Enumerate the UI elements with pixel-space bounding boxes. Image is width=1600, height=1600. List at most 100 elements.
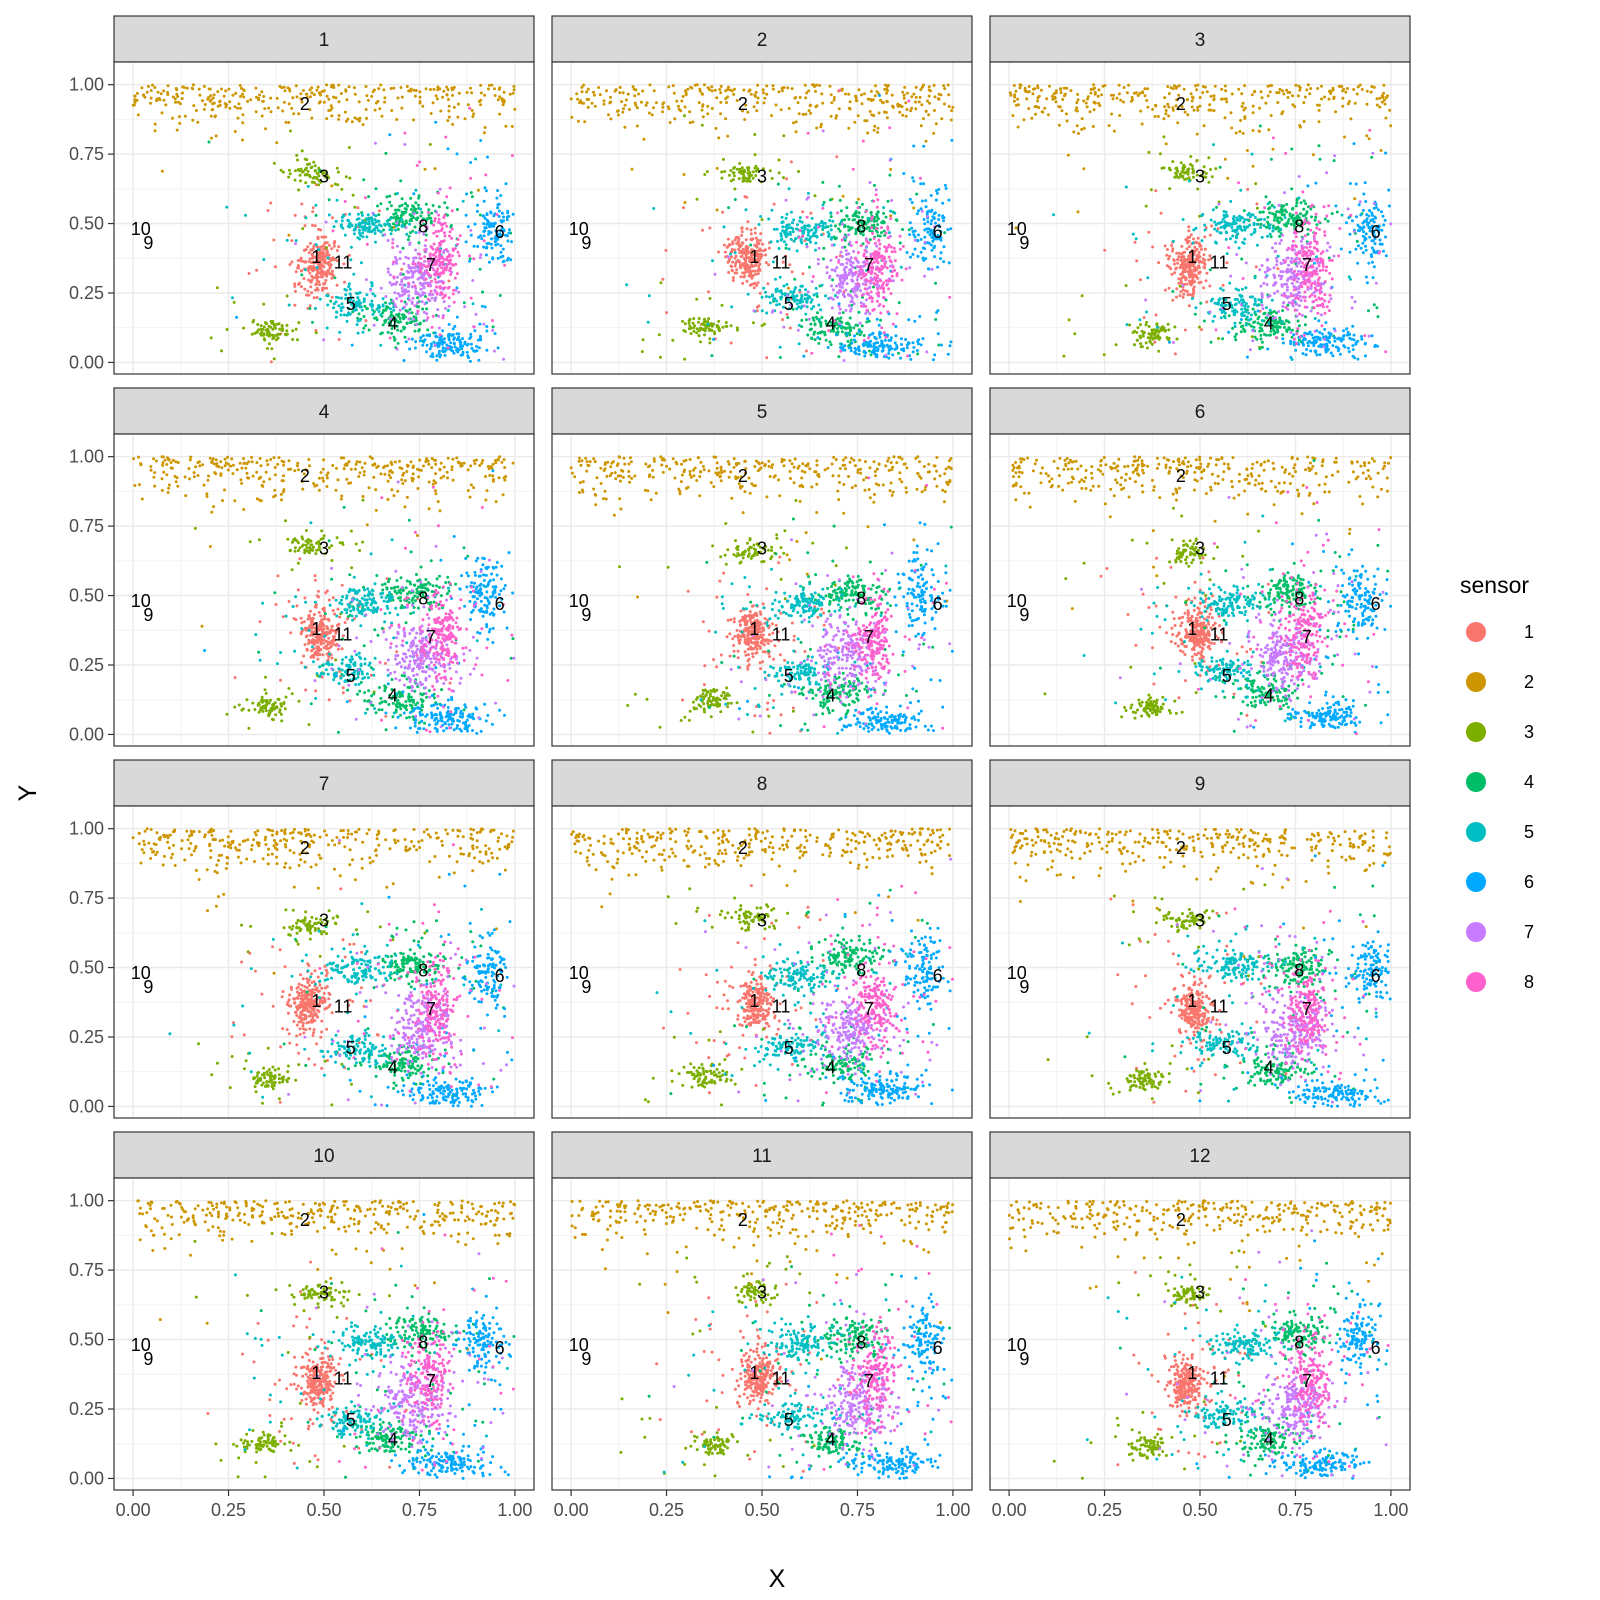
data-point xyxy=(483,131,486,134)
data-point xyxy=(772,88,775,91)
data-point xyxy=(570,116,573,119)
data-point xyxy=(767,263,770,266)
data-point xyxy=(294,242,297,245)
data-point xyxy=(1225,100,1228,103)
data-point xyxy=(426,334,429,337)
data-point xyxy=(1376,104,1379,107)
data-point xyxy=(456,272,459,275)
data-point xyxy=(472,257,475,260)
data-point xyxy=(325,117,328,120)
data-point xyxy=(855,271,858,274)
data-point xyxy=(1172,109,1175,112)
data-point xyxy=(908,342,911,345)
data-point xyxy=(857,114,860,117)
data-point xyxy=(890,260,893,263)
data-point xyxy=(318,91,321,94)
data-point xyxy=(363,315,366,318)
data-point xyxy=(414,347,417,350)
data-point xyxy=(1139,278,1142,281)
data-point xyxy=(322,254,325,257)
data-point xyxy=(947,353,950,356)
data-point xyxy=(795,130,798,133)
data-point xyxy=(1196,277,1199,280)
data-point xyxy=(418,161,421,164)
data-point xyxy=(435,211,438,214)
data-point xyxy=(399,257,402,260)
data-point xyxy=(267,107,270,110)
data-point xyxy=(869,110,872,113)
data-point xyxy=(815,287,818,290)
data-point xyxy=(433,341,436,344)
data-point xyxy=(308,251,311,254)
data-point xyxy=(874,272,877,275)
data-point xyxy=(810,307,813,310)
data-point xyxy=(835,155,838,158)
data-point xyxy=(343,281,346,284)
sensor-label: 5 xyxy=(784,294,794,314)
data-point xyxy=(847,252,850,255)
data-point xyxy=(1167,258,1170,261)
data-point xyxy=(448,286,451,289)
data-point xyxy=(318,272,321,275)
data-point xyxy=(1093,101,1096,104)
data-point xyxy=(1036,86,1039,89)
data-point xyxy=(326,304,329,307)
data-point xyxy=(1208,285,1211,288)
data-point xyxy=(1116,97,1119,100)
data-point xyxy=(446,214,449,217)
data-point xyxy=(825,225,828,228)
data-point xyxy=(333,245,336,248)
data-point xyxy=(867,336,870,339)
data-point xyxy=(744,270,747,273)
data-point xyxy=(421,308,424,311)
data-point xyxy=(1069,89,1072,92)
data-point xyxy=(472,302,475,305)
data-point xyxy=(1143,331,1146,334)
data-point xyxy=(936,266,939,269)
data-point xyxy=(924,241,927,244)
data-point xyxy=(422,334,425,337)
data-point xyxy=(345,98,348,101)
data-point xyxy=(864,249,867,252)
data-point xyxy=(1014,90,1017,93)
data-point xyxy=(1210,109,1213,112)
data-point xyxy=(728,174,731,177)
data-point xyxy=(430,220,433,223)
data-point xyxy=(887,246,890,249)
data-point xyxy=(1209,168,1212,171)
data-point xyxy=(948,296,951,299)
data-point xyxy=(703,83,706,86)
data-point xyxy=(928,89,931,92)
data-point xyxy=(357,213,360,216)
data-point xyxy=(747,293,750,296)
data-point xyxy=(711,89,714,92)
data-point xyxy=(396,276,399,279)
data-point xyxy=(328,244,331,247)
data-point xyxy=(323,101,326,104)
data-point xyxy=(215,134,218,137)
data-point xyxy=(754,95,757,98)
data-point xyxy=(337,296,340,299)
data-point xyxy=(482,246,485,249)
data-point xyxy=(470,234,473,237)
data-point xyxy=(418,253,421,256)
data-point xyxy=(809,236,812,239)
data-point xyxy=(768,247,771,250)
data-point xyxy=(241,139,244,142)
data-point xyxy=(742,276,745,279)
data-point xyxy=(234,130,237,133)
facet-strip-label: 2 xyxy=(757,30,768,51)
data-point xyxy=(344,88,347,91)
data-point xyxy=(244,214,247,217)
data-point xyxy=(1205,279,1208,282)
data-point xyxy=(370,95,373,98)
data-point xyxy=(479,338,482,341)
data-point xyxy=(737,238,740,241)
data-point xyxy=(382,229,385,232)
data-point xyxy=(484,305,487,308)
data-point xyxy=(852,168,855,171)
data-point xyxy=(431,326,434,329)
data-point xyxy=(184,115,187,118)
data-point xyxy=(358,229,361,232)
data-point xyxy=(812,319,815,322)
